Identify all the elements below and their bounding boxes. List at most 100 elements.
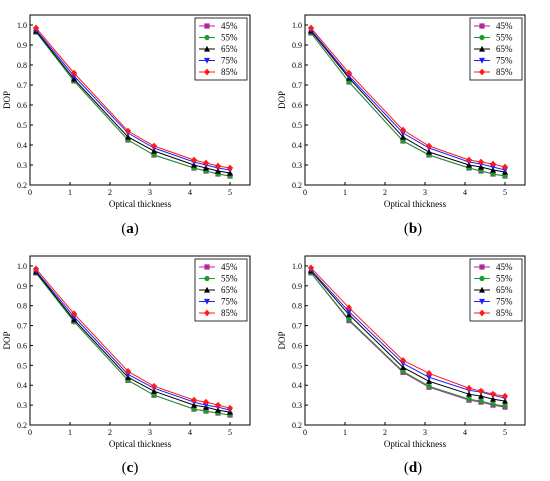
data-point	[490, 401, 496, 407]
y-tick-label: 0.4	[292, 141, 302, 150]
data-point	[478, 158, 484, 166]
data-point	[346, 317, 352, 323]
data-point	[227, 164, 233, 172]
legend-marker	[204, 264, 210, 270]
legend-label: 85%	[221, 308, 238, 318]
plot-frame	[304, 255, 526, 426]
x-tick-label: 0	[28, 428, 32, 437]
y-tick-label: 0.8	[17, 302, 27, 311]
plot-frame	[304, 14, 526, 186]
y-tick-label: 0.4	[17, 141, 27, 150]
data-point	[400, 368, 406, 374]
series-55pct	[308, 270, 508, 409]
series-line	[35, 29, 231, 171]
x-tick-label: 1	[343, 428, 347, 437]
y-tick-label: 0.6	[17, 101, 27, 110]
legend-marker	[204, 309, 210, 317]
data-point	[490, 160, 496, 168]
data-point	[426, 369, 432, 377]
series-line	[35, 30, 231, 174]
legend-marker	[204, 45, 210, 52]
y-axis-label: DOP	[277, 91, 287, 109]
y-tick-label: 0.4	[17, 381, 27, 390]
x-tick-label: 3	[148, 188, 152, 197]
data-point	[203, 408, 209, 414]
legend-marker	[479, 68, 485, 76]
data-point	[502, 173, 508, 179]
data-point	[426, 148, 432, 155]
y-tick-label: 0.6	[292, 341, 302, 350]
y-tick-label: 1.0	[292, 262, 302, 271]
y-tick-label: 0.5	[292, 121, 302, 130]
series-line	[310, 30, 506, 173]
legend-marker	[479, 275, 485, 282]
panel-caption: (d)	[404, 460, 422, 476]
legend-marker	[479, 57, 485, 64]
y-tick-label: 1.0	[17, 262, 27, 271]
legend-marker	[479, 286, 485, 293]
x-tick-label: 1	[68, 428, 72, 437]
series-85pct	[33, 24, 233, 172]
legend: 45% 55%65% 75%85%	[469, 17, 523, 81]
legend-label: 55%	[221, 33, 238, 43]
y-tick-label: 0.7	[292, 81, 302, 90]
x-tick-label: 3	[423, 188, 427, 197]
data-point	[426, 383, 432, 389]
data-point	[346, 304, 352, 312]
x-tick-label: 0	[28, 188, 32, 197]
legend-marker	[204, 68, 210, 76]
y-tick-label: 0.5	[292, 361, 302, 370]
x-tick-label: 1	[343, 188, 347, 197]
data-point	[426, 374, 432, 381]
data-point	[502, 163, 508, 171]
legend-label: 85%	[221, 67, 238, 77]
data-point	[125, 133, 131, 140]
y-tick-label: 0.8	[292, 302, 302, 311]
legend-label: 85%	[496, 67, 513, 77]
y-tick-label: 0.2	[292, 421, 302, 430]
x-tick-label: 2	[108, 428, 112, 437]
data-point	[478, 168, 484, 174]
chart-panel-b: 0 1 2 3 4 5 0.2 0.3 0.4 0.5 0.6 0.7 0.8 0.9 1.0 Optical…	[277, 14, 526, 237]
y-tick-label: 0.7	[17, 322, 27, 331]
panel-caption: (c)	[122, 460, 139, 476]
y-tick-label: 0.2	[17, 421, 27, 430]
legend-marker	[479, 23, 485, 29]
data-point	[151, 382, 157, 390]
x-tick-label: 2	[383, 188, 387, 197]
data-point	[191, 396, 197, 404]
y-tick-label: 0.4	[292, 381, 302, 390]
data-point	[346, 79, 352, 85]
x-tick-label: 5	[228, 188, 232, 197]
data-point	[125, 127, 131, 135]
series-65pct	[308, 27, 508, 175]
chart-panel-d: 0 1 2 3 4 5 0.2 0.3 0.4 0.5 0.6 0.7 0.8 0.9 1.0 Optical…	[277, 255, 526, 476]
legend-label: 45%	[221, 21, 238, 31]
legend: 45% 55%65% 75%85%	[194, 258, 248, 322]
data-point	[125, 367, 131, 375]
y-tick-label: 0.8	[292, 61, 302, 70]
legend-marker	[204, 298, 210, 305]
data-point	[400, 356, 406, 364]
data-point	[502, 392, 508, 400]
legend-label: 75%	[221, 56, 238, 66]
data-point	[191, 406, 197, 412]
data-point	[71, 69, 77, 77]
legend-marker	[204, 286, 210, 293]
x-tick-label: 4	[188, 428, 192, 437]
legend-label: 55%	[496, 33, 513, 43]
series-line	[310, 29, 506, 171]
y-tick-label: 1.0	[292, 21, 302, 30]
legend-label: 75%	[221, 297, 238, 307]
data-point	[346, 309, 352, 315]
data-point	[466, 384, 472, 392]
data-point	[71, 310, 77, 318]
data-point	[215, 401, 221, 409]
plot-frame	[29, 14, 251, 186]
y-axis-label: DOP	[2, 331, 12, 349]
data-point	[33, 24, 39, 32]
x-tick-label: 2	[383, 428, 387, 437]
data-point	[400, 364, 406, 370]
panel-caption: (a)	[121, 221, 139, 237]
